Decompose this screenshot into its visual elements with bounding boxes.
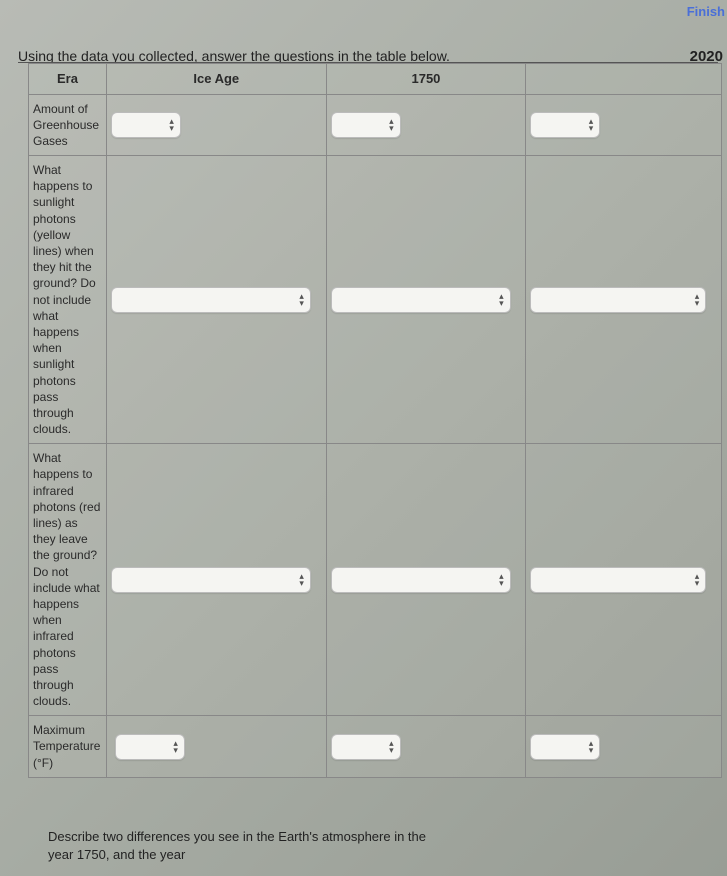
- chevron-updown-icon: ▴▾: [589, 740, 594, 754]
- row-label-greenhouse: Amount of Greenhouse Gases: [29, 94, 107, 156]
- chevron-updown-icon: ▴▾: [173, 740, 178, 754]
- footer-line1: Describe two differences you see in the …: [48, 829, 426, 844]
- chevron-updown-icon: ▴▾: [695, 293, 700, 307]
- select-infrared-2020[interactable]: ▴▾: [530, 567, 706, 593]
- row-label-maxtemp: Maximum Temperature (°F): [29, 716, 107, 778]
- table-row: What happens to sunlight photons (yellow…: [29, 156, 722, 444]
- select-greenhouse-2020[interactable]: ▴▾: [530, 112, 600, 138]
- row-label-sunlight: What happens to sunlight photons (yellow…: [29, 156, 107, 444]
- chevron-updown-icon: ▴▾: [499, 293, 504, 307]
- chevron-updown-icon: ▴▾: [389, 740, 394, 754]
- table-row: Maximum Temperature (°F) ▴▾ ▴▾ ▴▾: [29, 716, 722, 778]
- chevron-updown-icon: ▴▾: [169, 118, 174, 132]
- header-1750: 1750: [326, 64, 526, 95]
- select-sunlight-2020[interactable]: ▴▾: [530, 287, 706, 313]
- select-maxtemp-1750[interactable]: ▴▾: [331, 734, 401, 760]
- select-infrared-1750[interactable]: ▴▾: [331, 567, 511, 593]
- header-2020-cell: [526, 64, 722, 95]
- data-table: Era Ice Age 1750 Amount of Greenhouse Ga…: [28, 63, 722, 778]
- select-greenhouse-iceage[interactable]: ▴▾: [111, 112, 181, 138]
- select-maxtemp-2020[interactable]: ▴▾: [530, 734, 600, 760]
- header-era: Era: [29, 64, 107, 95]
- select-sunlight-1750[interactable]: ▴▾: [331, 287, 511, 313]
- header-iceage: Ice Age: [106, 64, 326, 95]
- select-greenhouse-1750[interactable]: ▴▾: [331, 112, 401, 138]
- select-sunlight-iceage[interactable]: ▴▾: [111, 287, 311, 313]
- table-row: Amount of Greenhouse Gases ▴▾ ▴▾ ▴▾: [29, 94, 722, 156]
- select-infrared-iceage[interactable]: ▴▾: [111, 567, 311, 593]
- table-row: What happens to infrared photons (red li…: [29, 444, 722, 716]
- chevron-updown-icon: ▴▾: [499, 573, 504, 587]
- chevron-updown-icon: ▴▾: [389, 118, 394, 132]
- select-maxtemp-iceage[interactable]: ▴▾: [115, 734, 185, 760]
- chevron-updown-icon: ▴▾: [695, 573, 700, 587]
- finish-link[interactable]: Finish: [687, 4, 725, 19]
- chevron-updown-icon: ▴▾: [299, 573, 304, 587]
- chevron-updown-icon: ▴▾: [589, 118, 594, 132]
- footer-line2: year 1750, and the year: [48, 847, 185, 862]
- footer-prompt: Describe two differences you see in the …: [48, 828, 426, 864]
- chevron-updown-icon: ▴▾: [299, 293, 304, 307]
- row-label-infrared: What happens to infrared photons (red li…: [29, 444, 107, 716]
